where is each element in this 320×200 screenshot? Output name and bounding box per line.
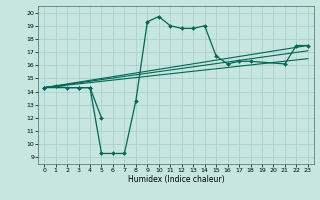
X-axis label: Humidex (Indice chaleur): Humidex (Indice chaleur) xyxy=(128,175,224,184)
